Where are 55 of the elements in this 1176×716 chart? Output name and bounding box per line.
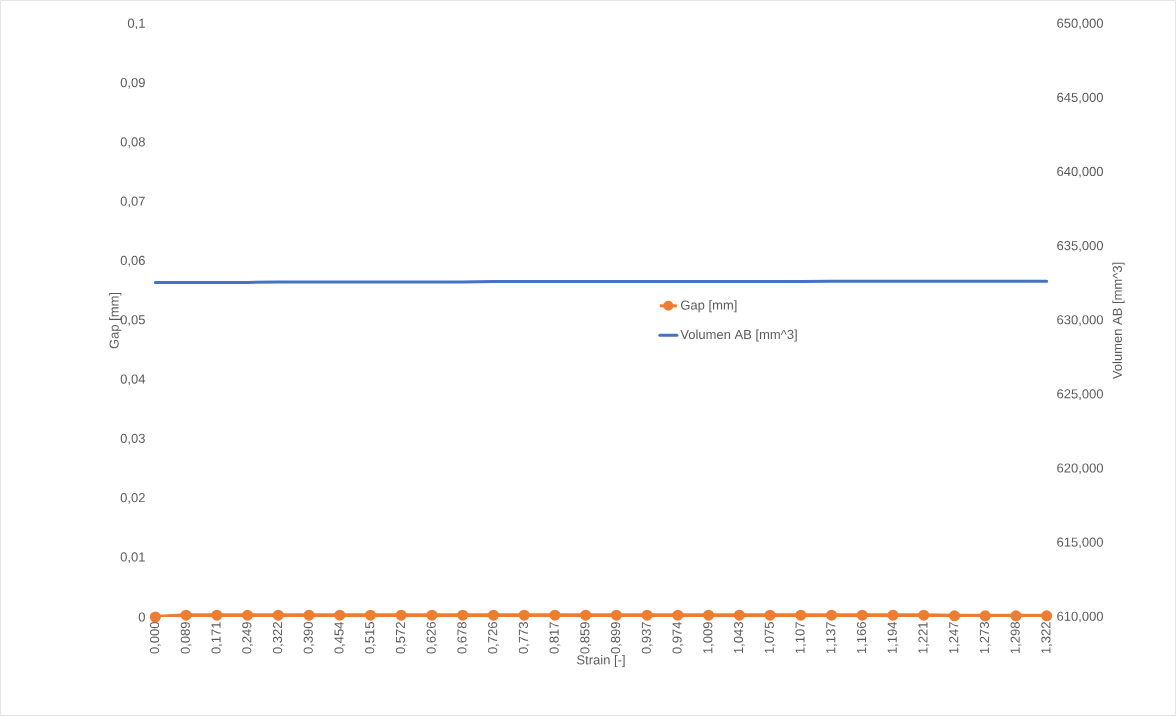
x-tick-label: 1,322 [1041, 622, 1053, 654]
x-tick-label: 0,171 [211, 622, 223, 654]
x-tick-label: 1,298 [1010, 622, 1022, 654]
y-tick-label: 0 [138, 612, 145, 622]
y-tick-label: 0,03 [120, 433, 145, 445]
x-tick-label: 1,221 [918, 622, 930, 654]
y2-tick-label: 640,000 [1057, 166, 1104, 178]
y-tick-label: 0,07 [120, 196, 145, 208]
x-tick-label: 0,817 [549, 622, 561, 654]
x-tick-label: 0,773 [518, 622, 530, 654]
y-tick-label: 0,1 [127, 18, 145, 30]
y2-tick-label: 635,000 [1057, 241, 1104, 252]
legend-label: Volumen AB [mm^3] [680, 329, 797, 342]
y2-tick-label: 645,000 [1057, 92, 1104, 104]
x-tick-label: 0,249 [242, 622, 253, 654]
x-tick-label: 0,515 [365, 622, 376, 654]
y2-tick-label: 615,000 [1057, 537, 1104, 549]
x-tick-label: 0,322 [272, 622, 284, 654]
y-tick-label: 0,02 [120, 493, 145, 504]
y2-tick-label: 630,000 [1057, 315, 1104, 326]
x-tick-label: 0,089 [180, 622, 192, 654]
y-tick-label: 0,06 [120, 255, 145, 267]
y-tick-label: 0,05 [120, 315, 145, 326]
x-tick-label: 0,454 [334, 621, 346, 654]
x-tick-label: 0,899 [611, 622, 622, 654]
legend-label: Gap [mm] [680, 300, 737, 313]
x-tick-label: 1,273 [979, 622, 991, 654]
x-tick-label: 1,194 [887, 621, 899, 654]
y-tick-label: 0,08 [120, 137, 145, 148]
y2-axis-title: Volumen AB [mm^3] [1112, 262, 1125, 380]
y2-tick-label: 650,000 [1057, 18, 1104, 30]
x-tick-label: 1,107 [795, 622, 807, 654]
x-tick-label: 0,937 [641, 622, 653, 654]
x-tick-label: 0,974 [672, 621, 684, 654]
x-tick-label: 0,626 [426, 622, 438, 654]
y-tick-label: 0,01 [120, 552, 145, 564]
x-tick-label: 1,247 [949, 622, 960, 654]
x-tick-label: 0,000 [149, 622, 161, 654]
x-tick-label: 1,137 [826, 622, 837, 654]
y-tick-label: 0,09 [120, 77, 145, 89]
x-tick-label: 0,390 [303, 622, 315, 654]
x-tick-label: 1,009 [703, 622, 714, 654]
x-tick-label: 0,726 [488, 622, 499, 654]
x-axis-title: Strain [-] [577, 654, 625, 668]
x-tick-label: 1,166 [856, 622, 868, 654]
y-axis-title: Gap [mm] [109, 292, 122, 349]
y2-tick-label: 625,000 [1057, 389, 1104, 400]
y2-tick-label: 610,000 [1057, 611, 1104, 623]
x-tick-label: 0,859 [580, 622, 591, 654]
y-tick-label: 0,04 [120, 374, 146, 386]
y2-tick-label: 620,000 [1057, 463, 1104, 475]
x-tick-label: 1,043 [733, 622, 745, 654]
x-tick-label: 0,572 [395, 622, 407, 654]
x-tick-label: 0,678 [457, 622, 469, 654]
x-tick-label: 1,075 [764, 622, 776, 654]
